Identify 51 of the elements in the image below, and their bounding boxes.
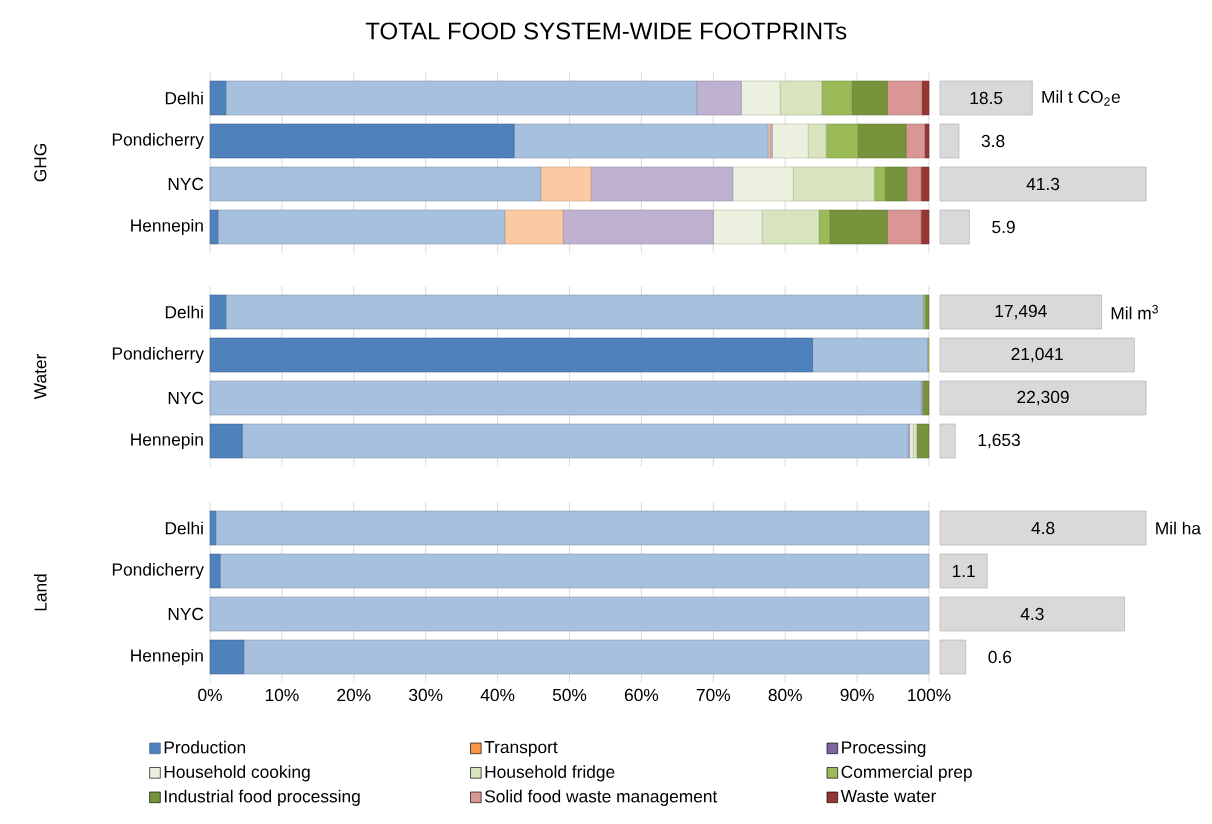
x-tick-label: 0% [198,688,222,702]
y-axis-title: Water [34,354,47,400]
x-tick-label: 70% [696,688,731,702]
legend-label: Transport [484,741,558,757]
x-tick-label: 40% [480,688,515,702]
y-tick-label: NYC [168,177,204,191]
y-tick-label: Pondicherry [112,562,204,580]
legend-label: Household fridge [485,765,615,782]
y-tick-label: NYC [168,391,204,405]
x-tick-label: 80% [768,688,802,702]
data-label: 3.8 [981,134,1005,148]
legend-label: Processing [842,740,926,757]
x-tick-label: 60% [624,688,659,702]
y-axis-title: GHG [34,144,47,182]
annotation: Mil m$^{3}$ [1111,304,1158,320]
legend-label: Solid food waste management [484,789,718,806]
data-label: 5.9 [992,220,1015,234]
y-tick-label: Delhi [165,91,203,105]
legend-label: Production [164,740,246,754]
legend-label: Industrial food processing [164,789,360,806]
x-tick-label: 20% [337,688,371,702]
chart-title: TOTAL FOOD SYSTEM-WIDE FOOTPRINTs [365,22,847,40]
legend-label: Household cooking [164,765,310,782]
y-tick-label: Hennepin [131,432,203,450]
data-label: 0.6 [988,650,1012,664]
y-tick-label: Delhi [165,521,203,535]
y-tick-label: Hennepin [131,218,203,236]
data-label: 18.5 [970,91,1003,105]
y-tick-label: Pondicherry [112,132,204,150]
y-tick-label: Delhi [165,305,203,319]
data-label: 22,309 [1017,390,1069,406]
y-tick-label: Pondicherry [112,346,204,364]
data-label: 4.8 [1031,521,1055,535]
text: Mil ha [1156,521,1202,535]
data-label: 41.3 [1026,177,1060,191]
y-tick-label: Hennepin [131,648,203,666]
data-label: 4.3 [1020,607,1044,621]
data-label: 1,653 [978,433,1020,449]
data-label: 21,041 [1011,347,1063,363]
x-tick-label: 100% [908,688,951,702]
data-label: 17,494 [995,304,1047,320]
x-tick-label: 30% [409,688,443,702]
y-tick-label: NYC [168,607,204,621]
data-label: 1.1 [952,565,975,577]
legend-label: Commercial prep [841,765,972,782]
y-axis-title: Land [33,574,47,611]
x-tick-label: 10% [265,688,299,702]
legend-label: Waste water [840,790,937,803]
x-tick-label: 50% [552,688,587,702]
x-tick-label: 90% [840,688,874,702]
annotation: Mil t CO$_{2}$e [1042,90,1120,106]
